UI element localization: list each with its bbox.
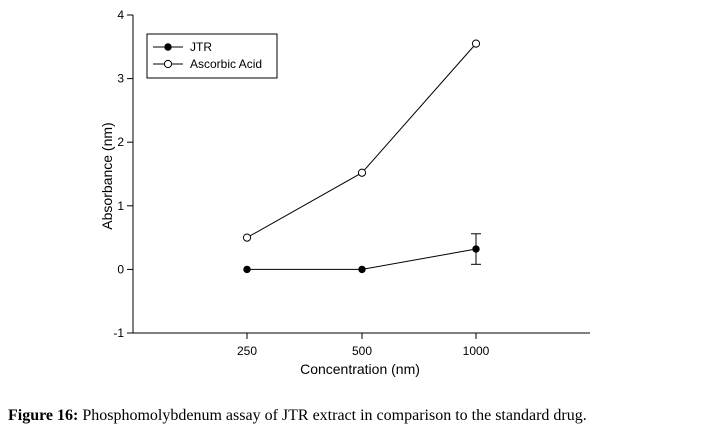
x-tick-label: 250 bbox=[237, 344, 257, 358]
x-tick-label: 1000 bbox=[463, 344, 490, 358]
data-point bbox=[242, 233, 252, 242]
legend-marker bbox=[163, 59, 173, 69]
y-tick-label: -1 bbox=[113, 326, 124, 340]
y-axis-title: Absorbance (nm) bbox=[99, 122, 115, 229]
data-point bbox=[357, 168, 367, 177]
caption-text: Phosphomolybdenum assay of JTR extract i… bbox=[78, 407, 587, 424]
figure-caption: Figure 16: Phosphomolybdenum assay of JT… bbox=[8, 407, 705, 425]
chart: -1 0 1 2 3 4 250 500 1000 JTR Ascorbic Acid Conc… bbox=[99, 8, 590, 377]
series-layer bbox=[242, 39, 481, 274]
data-point bbox=[358, 265, 366, 274]
series-2 bbox=[242, 39, 481, 242]
series-line bbox=[246, 43, 477, 239]
data-point bbox=[243, 265, 251, 274]
y-tick-label: 0 bbox=[117, 262, 124, 276]
data-point bbox=[472, 245, 480, 253]
y-axis: -1 0 1 2 3 4 bbox=[113, 8, 134, 340]
x-axis: 250 500 1000 bbox=[133, 332, 590, 358]
legend-marker bbox=[164, 43, 172, 51]
x-tick-label: 500 bbox=[352, 344, 372, 358]
data-point bbox=[471, 39, 481, 48]
series-1 bbox=[243, 233, 481, 274]
x-axis-title: Concentration (nm) bbox=[300, 361, 420, 377]
legend-label: Ascorbic Acid bbox=[190, 57, 262, 71]
legend-label: JTR bbox=[190, 40, 212, 54]
legend-item: JTR bbox=[153, 40, 212, 54]
legend: JTR Ascorbic Acid bbox=[146, 33, 278, 79]
y-tick-label: 4 bbox=[117, 8, 124, 22]
caption-label: Figure 16: bbox=[8, 407, 79, 424]
y-tick-label: 1 bbox=[117, 199, 124, 213]
legend-box bbox=[146, 33, 278, 79]
y-tick-label: 3 bbox=[117, 72, 124, 86]
legend-item: Ascorbic Acid bbox=[153, 57, 262, 71]
y-tick-label: 2 bbox=[117, 135, 124, 149]
